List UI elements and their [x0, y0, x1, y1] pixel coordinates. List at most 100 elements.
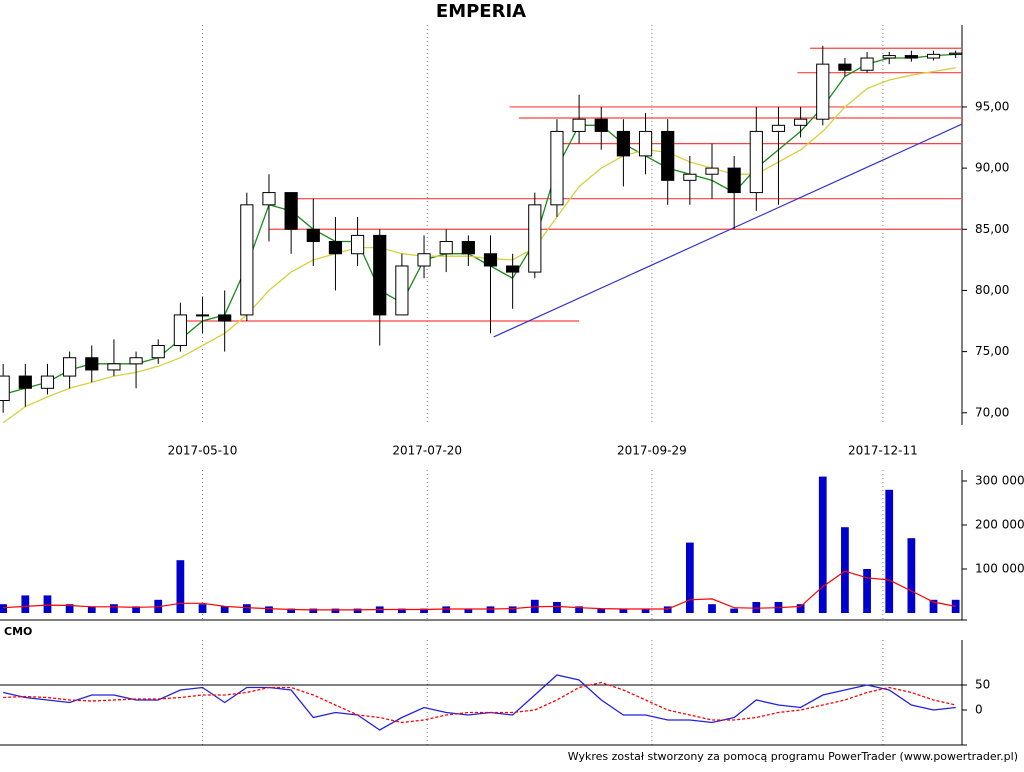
candle-body [240, 204, 254, 316]
volume-bar [841, 527, 849, 613]
panel-title: CMO [4, 625, 32, 638]
volume-bar [464, 608, 473, 613]
candle-body [727, 167, 741, 194]
volume-bar [198, 604, 207, 613]
y-tick-label: 100 000 [975, 562, 1024, 576]
chart-title: EMPERIA [436, 1, 526, 22]
candle-body [882, 55, 896, 59]
candle-body [107, 363, 121, 371]
candle-body [638, 130, 653, 157]
candle-body [705, 167, 719, 175]
volume-bar [442, 606, 451, 613]
candle-body [395, 265, 409, 316]
candle-body [838, 63, 852, 71]
volume-bar [796, 604, 805, 613]
y-tick-label: 85,00 [975, 222, 1009, 236]
volume-bar [242, 604, 251, 613]
candle-body [483, 253, 498, 267]
volume-bar [0, 604, 8, 613]
candle-body [572, 118, 586, 132]
candle-body [151, 344, 165, 359]
candle-body [816, 63, 830, 120]
moving-average [3, 53, 956, 396]
trend-line [493, 123, 963, 338]
x-tick-label: 2017-12-11 [848, 444, 918, 458]
candle-body [262, 192, 276, 206]
candle-body [195, 314, 210, 317]
candle-body [904, 55, 918, 59]
volume-bar [885, 489, 894, 613]
candle-body [40, 375, 55, 389]
candle-body [794, 118, 808, 126]
volume-bar [353, 608, 362, 613]
volume-bar [597, 608, 606, 613]
x-tick-label: 2017-05-10 [168, 444, 238, 458]
y-tick-label: 200 000 [975, 518, 1024, 532]
candle-body [373, 234, 387, 316]
candle-body [18, 375, 32, 389]
candle-body [661, 130, 675, 181]
candle-body [0, 375, 10, 402]
x-tick-label: 2017-07-20 [392, 444, 462, 458]
indicator-line [3, 674, 956, 731]
candle-body [417, 253, 431, 267]
y-tick-label: 90,00 [975, 161, 1009, 175]
volume-bar [929, 599, 938, 613]
volume-bar [132, 606, 140, 613]
volume-bar [176, 560, 185, 613]
volume-bar [398, 608, 406, 613]
candle-body [129, 357, 143, 365]
candle-body [328, 241, 343, 255]
volume-average [3, 570, 956, 611]
y-tick-label: 0 [975, 703, 983, 717]
candle-body [173, 314, 187, 346]
candle-body [85, 357, 99, 371]
volume-bar [220, 606, 229, 613]
volume-bar [619, 608, 628, 613]
volume-bar [575, 606, 583, 613]
candle-body [749, 130, 763, 194]
candle-body [284, 192, 298, 230]
candle-body [350, 234, 365, 255]
moving-average [2, 67, 956, 424]
volume-bar [21, 595, 30, 613]
y-tick-label: 50 [975, 678, 990, 692]
candle-body [528, 204, 542, 273]
volume-bar [486, 606, 495, 613]
volume-bar [420, 608, 428, 613]
volume-bar [110, 604, 118, 613]
candle-body [616, 130, 630, 157]
candle-body [63, 357, 77, 377]
volume-bar [553, 602, 561, 613]
x-tick-label: 2017-09-29 [617, 444, 687, 458]
volume-bar [685, 542, 694, 613]
footer: Wykres został stworzony za pomocą progra… [568, 750, 1018, 763]
volume-bar [752, 602, 761, 613]
volume-bar [708, 604, 716, 613]
volume-bar [43, 595, 52, 613]
candle-body [306, 228, 320, 243]
volume-bar [907, 538, 916, 613]
y-tick-label: 75,00 [975, 344, 1009, 358]
volume-bar [331, 608, 340, 613]
candle-body [506, 265, 520, 273]
volume-bar [508, 606, 517, 613]
y-tick-label: 80,00 [975, 283, 1009, 297]
candle-body [683, 173, 697, 181]
volume-bar [863, 569, 871, 613]
volume-bar [818, 476, 827, 613]
indicator-line [3, 681, 956, 724]
candle-body [594, 118, 608, 132]
y-tick-label: 300 000 [975, 474, 1024, 488]
volume-bar [287, 608, 296, 613]
volume-bar [309, 608, 318, 613]
volume-bar [663, 606, 672, 613]
volume-bar [265, 606, 273, 613]
volume-bar [730, 608, 739, 613]
candle-body [926, 53, 941, 59]
candle-body [949, 52, 963, 55]
y-tick-label: 95,00 [975, 99, 1009, 113]
candle-body [461, 241, 475, 255]
candle-body [771, 124, 786, 132]
